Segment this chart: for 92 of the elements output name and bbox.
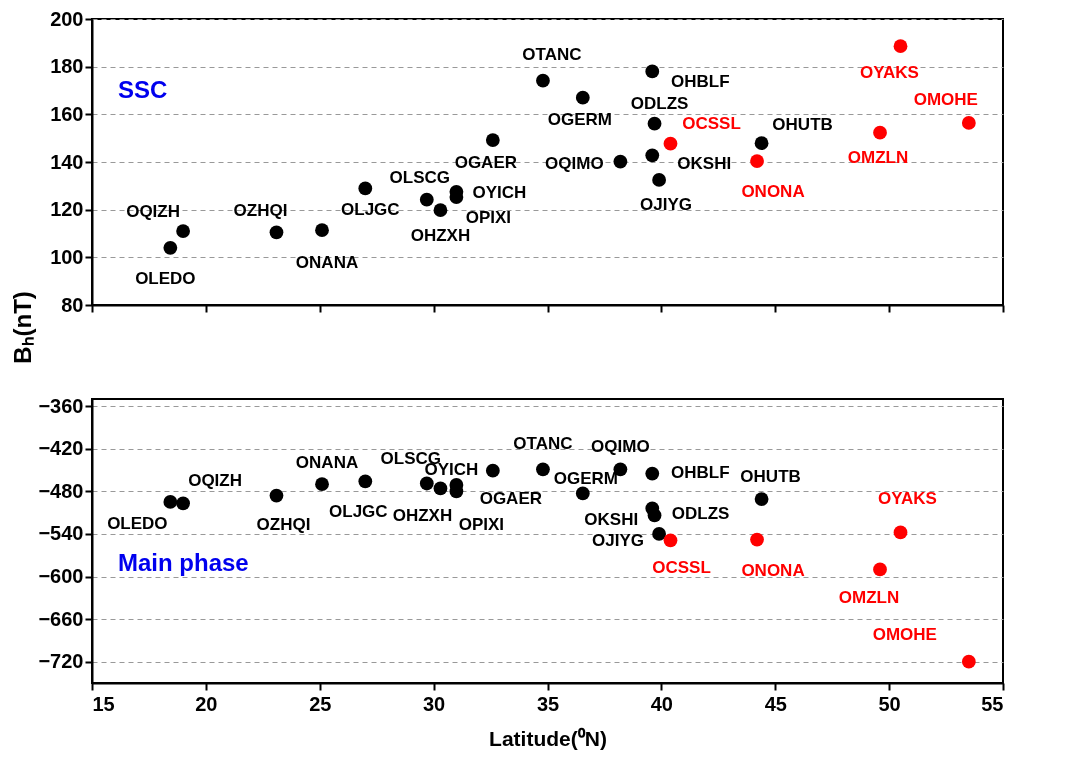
annotation: OGERM	[553, 469, 618, 489]
x-tick-label: 45	[764, 692, 787, 715]
annotation: OYAKS	[860, 63, 919, 83]
annotation: OLJGC	[341, 200, 400, 220]
annotation: OGAER	[454, 153, 518, 173]
y-tick-label: −480	[38, 479, 84, 502]
annotation: SSC	[118, 75, 168, 103]
annotation: OLEDO	[107, 513, 168, 533]
annotation: OMZLN	[838, 588, 900, 608]
annotation: OZHQI	[233, 201, 288, 221]
annotation: OYICH	[472, 182, 527, 202]
point	[536, 73, 550, 88]
point	[750, 154, 764, 168]
x-tick-label: 40	[650, 692, 673, 715]
annotation: OLEDO	[135, 268, 196, 288]
x-tick-label: 30	[423, 692, 446, 715]
annotation: ODLZS	[671, 504, 730, 524]
x-tick-label: 50	[878, 692, 901, 715]
annotation: OLSCG	[389, 167, 451, 187]
annotation: ODLZS	[630, 93, 689, 113]
point	[613, 154, 628, 169]
annotation: OGERM	[547, 109, 612, 129]
y-tick-label: 200	[50, 7, 84, 30]
annotation: OKSHI	[677, 154, 732, 174]
annotation: ONANA	[295, 253, 359, 273]
annotation: ONONA	[741, 560, 805, 580]
point	[663, 136, 678, 151]
annotation: OPIXI	[458, 515, 505, 535]
annotation: OLJGC	[329, 502, 388, 522]
y-tick-label: 120	[50, 198, 84, 221]
annotation: OJIYG	[640, 194, 693, 214]
point	[419, 192, 434, 207]
y-axis-title: Bₕ(nT)	[9, 291, 37, 364]
point	[315, 223, 329, 238]
x-tick-label: 55	[981, 692, 1004, 715]
annotation: OQIMO	[545, 153, 604, 173]
point	[893, 39, 908, 54]
annotation: ONANA	[295, 453, 359, 473]
annotation: OHUTB	[740, 467, 801, 487]
y-tick-label: −660	[38, 607, 84, 630]
point	[575, 90, 590, 105]
point	[961, 116, 976, 130]
annotation: OZHQI	[256, 514, 311, 534]
annotation: OMOHE	[872, 624, 937, 644]
point	[163, 240, 178, 255]
annotation: OMZLN	[847, 147, 909, 167]
point	[358, 181, 373, 196]
x-axis-title: Latitude(⁰N)	[489, 726, 607, 750]
point	[269, 225, 284, 240]
y-tick-label: 160	[50, 102, 84, 125]
y-tick-label: −360	[38, 394, 84, 417]
annotation: OGAER	[479, 488, 543, 508]
y-tick-label: −420	[38, 437, 84, 460]
annotation: ONONA	[741, 182, 805, 202]
point	[645, 148, 660, 163]
annotation: Main phase	[118, 548, 249, 576]
x-tick-label: 15	[92, 692, 115, 715]
y-tick-label: −720	[38, 650, 84, 673]
y-tick-label: 80	[61, 293, 84, 316]
point	[754, 136, 769, 151]
annotation: OPIXI	[465, 208, 512, 228]
y-tick-label: 100	[50, 245, 84, 268]
x-tick-label: 25	[309, 692, 332, 715]
annotation: OCSSL	[652, 558, 711, 578]
annotation: OJIYG	[592, 530, 645, 550]
y-tick-label: −540	[38, 522, 84, 545]
annotation: OYAKS	[878, 489, 937, 509]
point	[645, 64, 660, 79]
point	[647, 116, 662, 131]
annotation: OHZXH	[392, 506, 453, 526]
annotation: OQIZH	[126, 202, 181, 222]
annotation: OTANC	[522, 44, 582, 64]
annotation: OCSSL	[682, 113, 741, 133]
point	[176, 224, 190, 238]
annotation: OQIZH	[188, 471, 243, 491]
y-tick-label: 140	[50, 150, 84, 173]
x-tick-label: 35	[536, 692, 560, 715]
annotation: OHBLF	[670, 72, 730, 92]
annotation: OTANC	[513, 434, 573, 454]
y-tick-label: −600	[38, 565, 84, 587]
point	[433, 203, 448, 218]
annotation: OHBLF	[670, 462, 730, 482]
annotation: OKSHI	[584, 510, 639, 530]
point	[485, 133, 500, 147]
point	[873, 125, 887, 140]
annotation: OHUTB	[772, 115, 833, 135]
x-tick-label: 20	[195, 692, 218, 715]
annotation: OQIMO	[591, 437, 650, 457]
point	[652, 173, 666, 187]
annotation: OHZXH	[410, 226, 471, 246]
annotation: OMOHE	[913, 89, 978, 109]
y-tick-label: 180	[50, 55, 84, 78]
